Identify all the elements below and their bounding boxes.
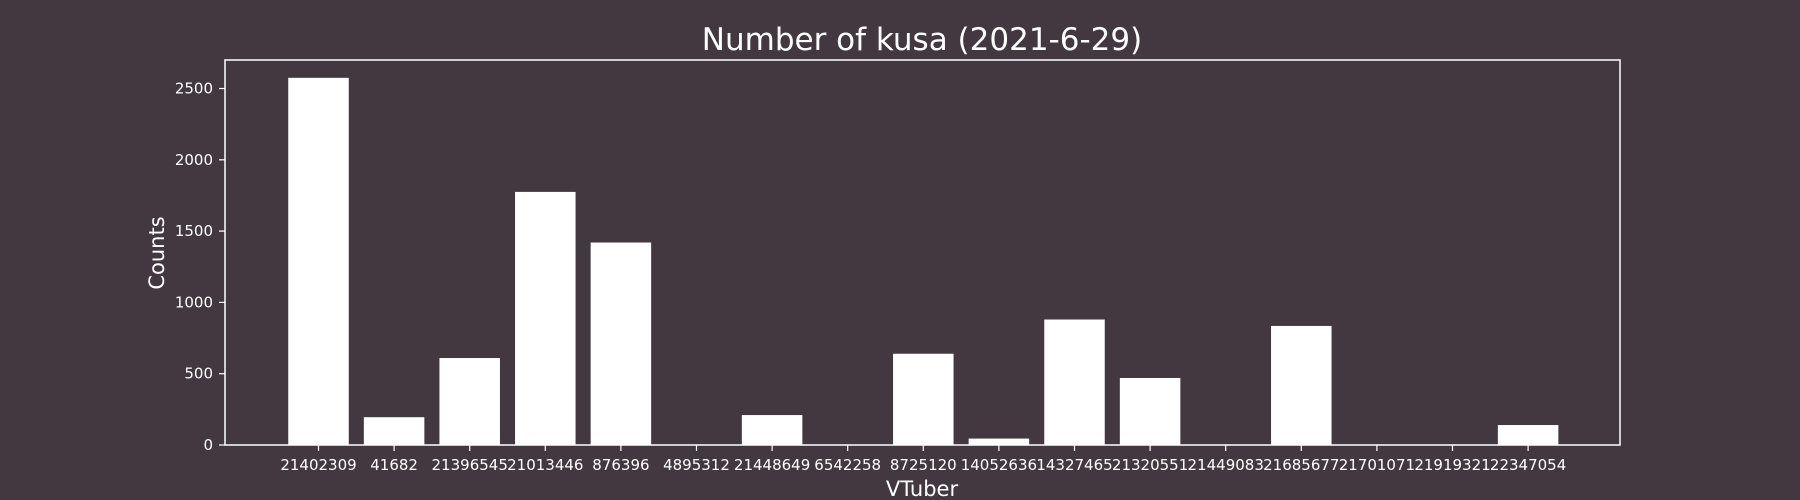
bar-876396: [590, 242, 652, 445]
x-tick-label: 4895312: [663, 456, 730, 474]
x-tick-label: 41682: [370, 456, 418, 474]
x-tick-label: 21013446: [507, 456, 583, 474]
x-tick-label: 22347054: [1490, 456, 1566, 474]
bar-8725120: [893, 353, 954, 445]
bar-21013446: [515, 191, 576, 445]
x-tick-label: 8725120: [890, 456, 957, 474]
bar-21320551: [1119, 377, 1181, 445]
y-tick-label: 0: [203, 436, 213, 454]
x-tick-label: 21320551: [1112, 456, 1188, 474]
x-tick-label: 21701071: [1339, 456, 1415, 474]
x-tick-label: 21448649: [734, 456, 810, 474]
x-tick-label: 21449083: [1188, 456, 1264, 474]
x-tick-label: 21919321: [1414, 456, 1490, 474]
bar-14327465: [1044, 319, 1105, 445]
y-tick-label: 1500: [175, 222, 213, 240]
x-tick-label: 21396545: [432, 456, 508, 474]
x-axis-label: VTuber: [886, 477, 959, 500]
y-axis-label: Counts: [145, 216, 169, 289]
bar-21448649: [741, 415, 803, 445]
x-tick-label: 21402309: [280, 456, 356, 474]
y-tick-label: 500: [184, 365, 213, 383]
y-tick-label: 2000: [175, 151, 213, 169]
bar-22347054: [1497, 425, 1559, 445]
x-ticks-layer: 21402309 41682 21396545 21013446 876396 48953…: [280, 445, 1566, 474]
x-tick-label: 21685677: [1263, 456, 1339, 474]
x-tick-label: 14327465: [1036, 456, 1112, 474]
y-tick-label: 2500: [175, 80, 213, 98]
x-tick-label: 6542258: [814, 456, 881, 474]
x-tick-label: 876396: [592, 456, 649, 474]
bar-21685677: [1271, 325, 1332, 445]
chart-title: Number of kusa (2021-6-29): [702, 22, 1142, 58]
bar-21402309: [288, 77, 349, 446]
y-tick-label: 1000: [175, 293, 213, 311]
bar-14052636: [968, 438, 1030, 445]
bars-layer: [288, 77, 1559, 446]
x-tick-label: 14052636: [961, 456, 1037, 474]
bar-21396545: [439, 358, 500, 445]
y-ticks-layer: 0 500 1000 1500 2000 2500: [175, 80, 225, 454]
bar-41682: [363, 417, 425, 445]
